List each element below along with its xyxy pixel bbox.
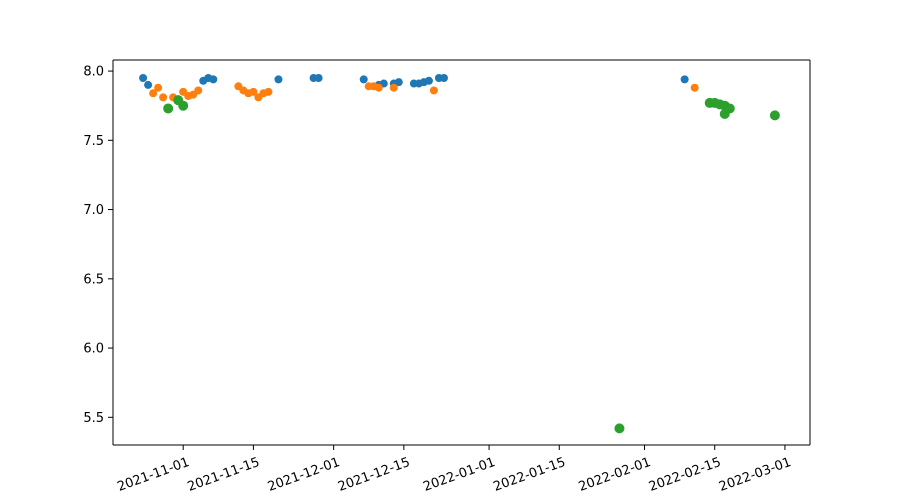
data-point	[149, 89, 158, 98]
x-tick-label: 2022-01-01	[421, 455, 497, 495]
series-3	[163, 95, 780, 434]
data-point	[424, 76, 433, 85]
y-tick-label: 6.0	[83, 342, 104, 357]
data-point	[154, 83, 163, 92]
data-point	[724, 103, 735, 114]
series-2	[149, 82, 699, 102]
data-point	[359, 75, 368, 84]
x-tick-label: 2022-02-01	[577, 455, 653, 495]
plot-area-background	[113, 60, 810, 445]
data-point	[690, 83, 699, 92]
data-point	[194, 86, 203, 95]
data-point	[209, 75, 218, 84]
y-tick-label: 7.5	[83, 134, 104, 149]
data-point	[249, 87, 258, 96]
x-tick-label: 2021-11-15	[186, 455, 262, 495]
data-point	[264, 87, 273, 96]
x-tick-label: 2021-12-15	[336, 455, 412, 495]
data-point	[429, 86, 438, 95]
data-point	[769, 110, 780, 121]
data-point	[163, 103, 174, 114]
y-tick-label: 6.5	[83, 272, 104, 287]
data-point	[680, 75, 689, 84]
data-point	[374, 83, 383, 92]
data-point	[314, 74, 323, 82]
data-point	[439, 74, 448, 82]
y-tick-label: 5.5	[83, 411, 104, 426]
points-layer	[139, 74, 780, 434]
x-tick-label: 2022-02-15	[647, 455, 723, 495]
data-point	[159, 93, 168, 102]
data-point	[144, 80, 153, 89]
x-tick-label: 2021-12-01	[266, 455, 342, 495]
x-tick-label: 2022-03-01	[717, 455, 793, 495]
x-tick-label: 2022-01-15	[492, 455, 568, 495]
y-tick-label: 8.0	[83, 65, 104, 80]
data-point	[394, 78, 403, 87]
data-point	[389, 83, 398, 92]
y-tick-label: 7.0	[83, 203, 104, 218]
series-1	[139, 74, 689, 89]
data-point	[614, 423, 625, 434]
data-point	[178, 100, 189, 111]
x-tick-label: 2021-11-01	[115, 455, 191, 495]
data-point	[274, 75, 283, 84]
data-point	[139, 74, 148, 82]
